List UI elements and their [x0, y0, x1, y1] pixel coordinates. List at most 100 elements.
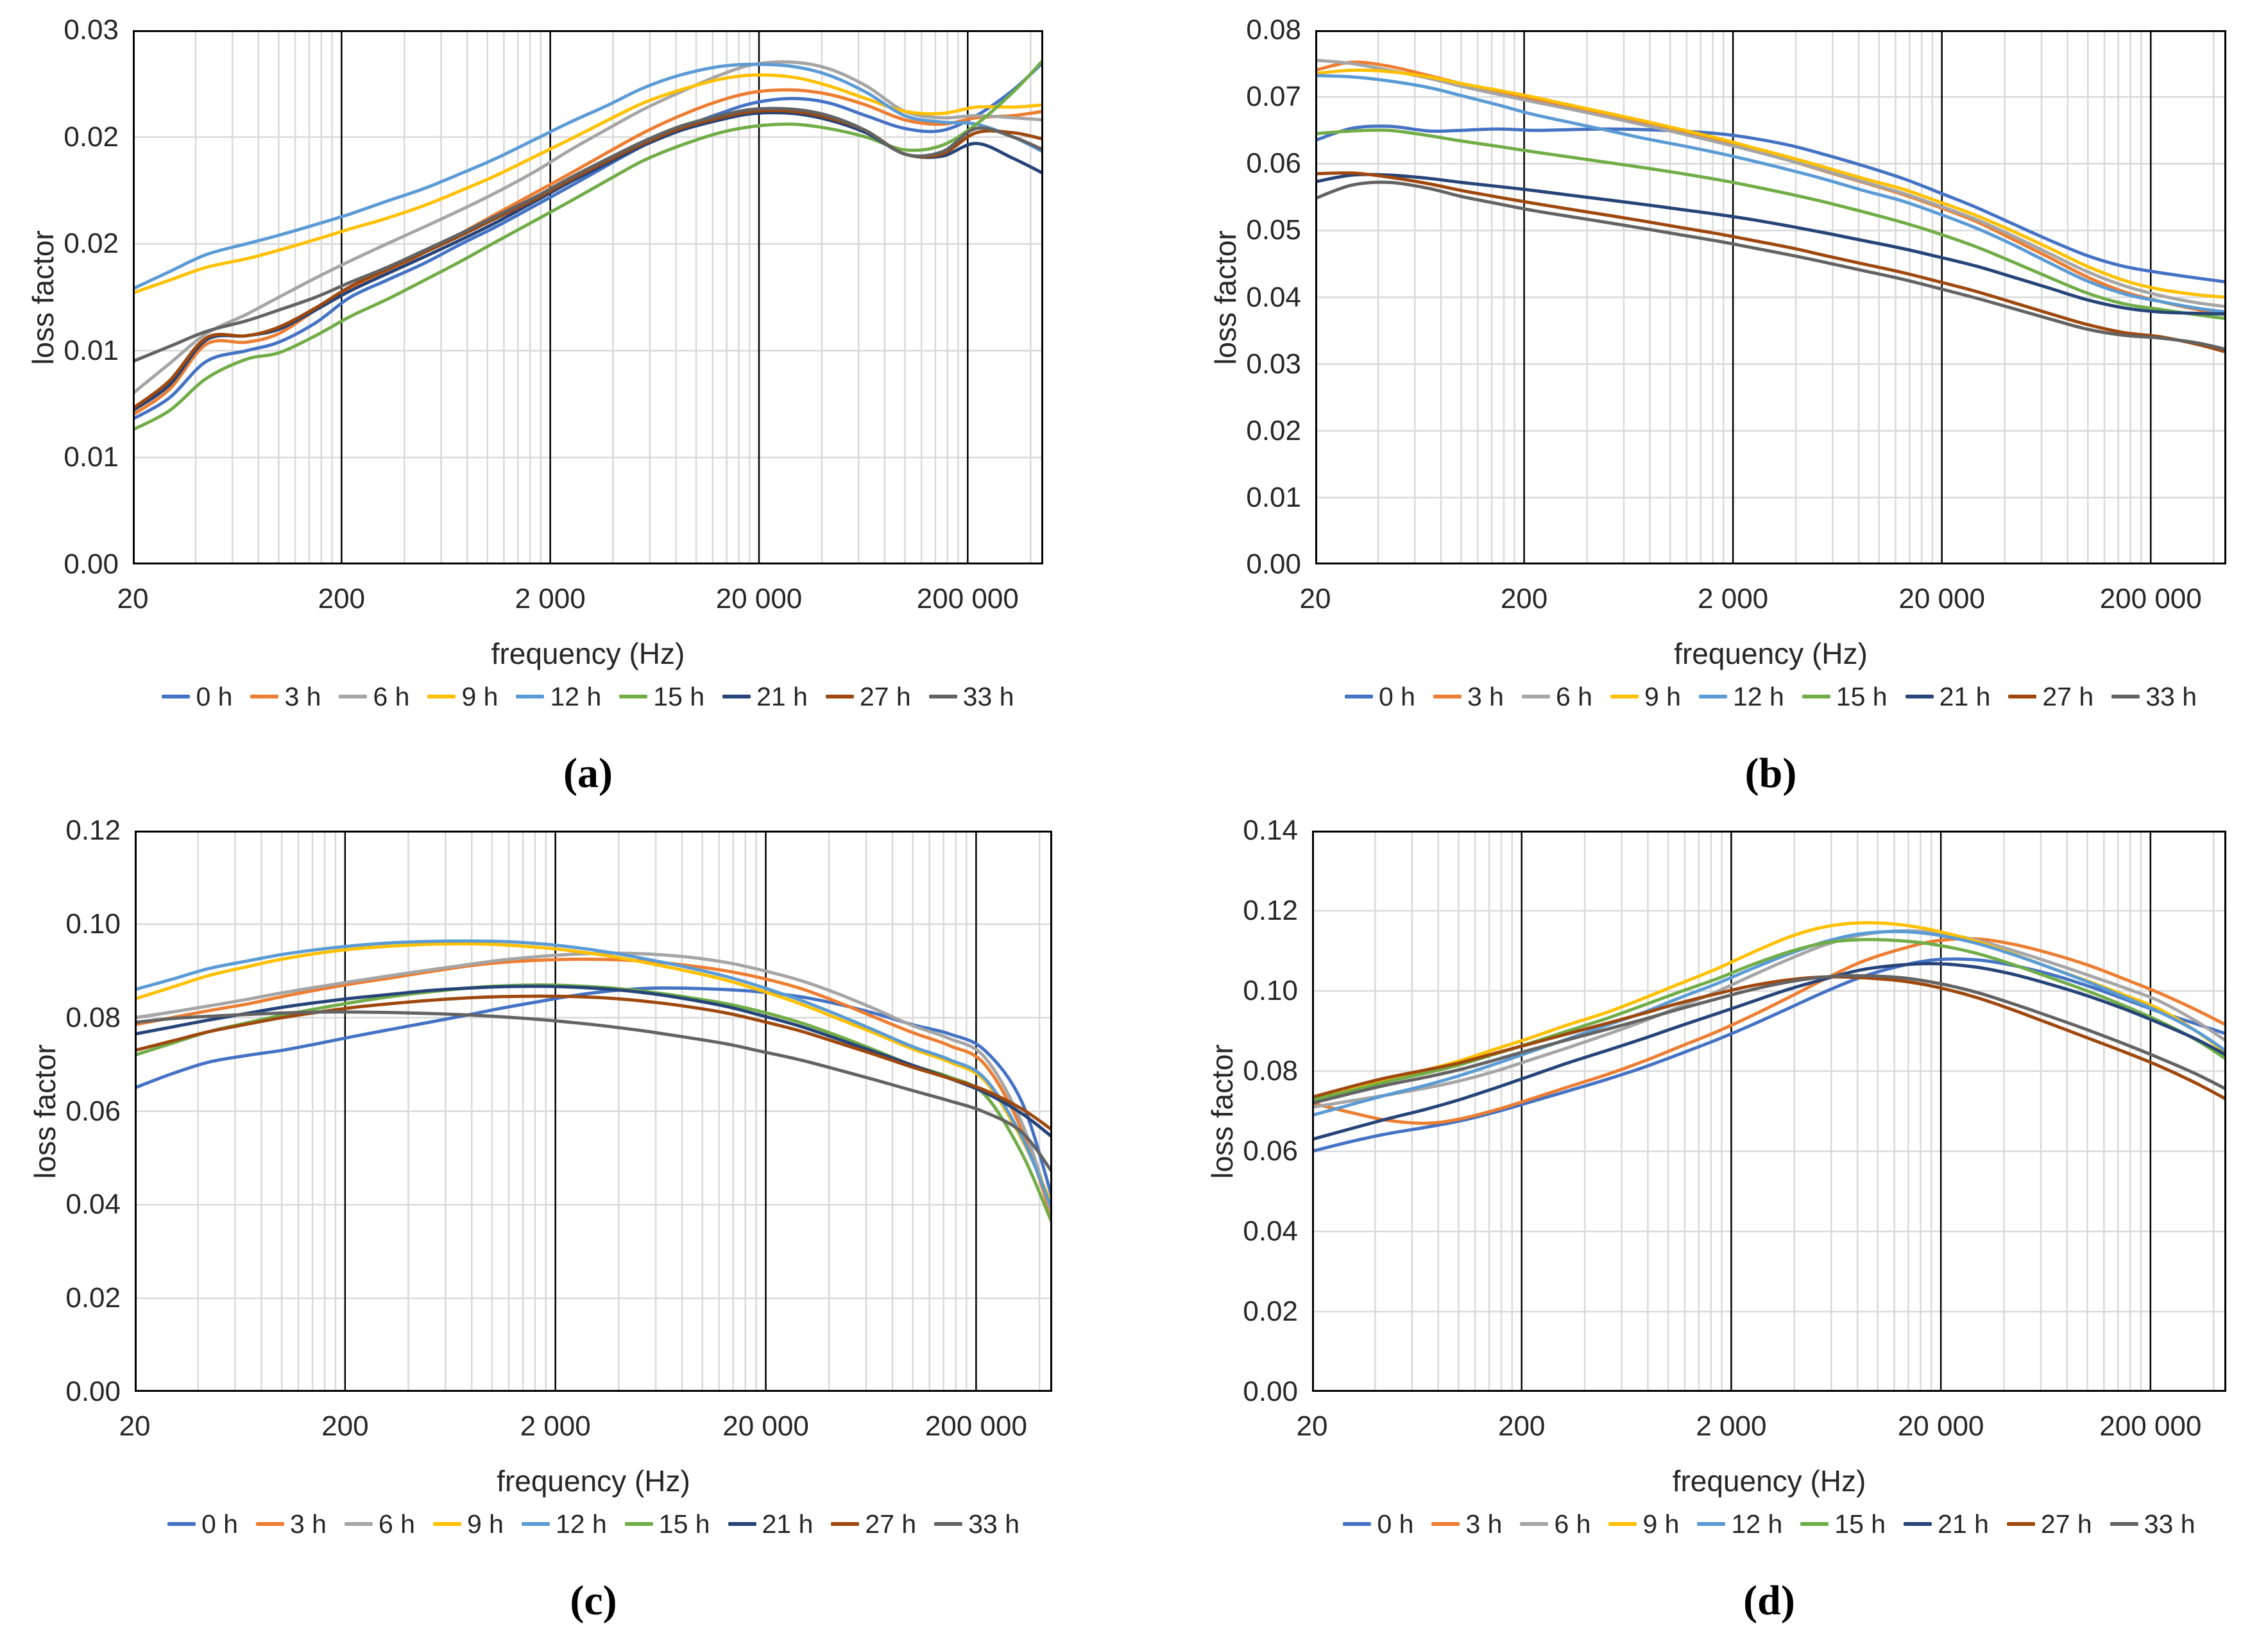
- series-line-27h: [135, 994, 1052, 1132]
- legend-item-6h: 6 h: [1521, 681, 1592, 712]
- legend-label: 0 h: [201, 1509, 238, 1539]
- legend-item-3h: 3 h: [250, 681, 321, 712]
- legend-key-line-icon: [167, 1522, 196, 1526]
- legend-label: 27 h: [2042, 682, 2094, 711]
- series-line-15h: [1312, 938, 2226, 1102]
- x-axis-tick-label: 2 000: [1696, 1410, 1767, 1442]
- x-axis-tick-label: 200: [321, 1410, 369, 1442]
- y-axis-tick-label: 0.05: [1246, 214, 1301, 246]
- legend: 0 h 3 h 6 h 9 h 12 h 15 h 21 h 27 h 33 h: [107, 681, 1070, 712]
- legend-item-0h: 0 h: [162, 681, 232, 712]
- x-axis-tick-label: 20 000: [1897, 1410, 1984, 1442]
- series-line-12h: [133, 62, 1043, 291]
- legend-item-27h: 27 h: [825, 681, 911, 712]
- x-axis-tick-label: 200 000: [925, 1410, 1027, 1442]
- legend-item-33h: 33 h: [2111, 681, 2197, 712]
- chart-caption: (c): [570, 1577, 617, 1624]
- legend-item-21h: 21 h: [722, 681, 808, 712]
- series-line-21h: [135, 985, 1052, 1139]
- y-axis-tick-label: 0.12: [1243, 895, 1298, 926]
- legend-label: 15 h: [1834, 1509, 1886, 1539]
- legend-item-9h: 9 h: [432, 1509, 504, 1539]
- x-axis-tick-label: 20 000: [715, 583, 803, 614]
- x-axis-title: frequency (Hz): [1672, 1464, 1866, 1498]
- series-line-27h: [1312, 975, 2226, 1101]
- series-line-12h: [135, 939, 1052, 1212]
- legend-key-line-icon: [1904, 1522, 1932, 1526]
- legend-label: 3 h: [284, 682, 321, 711]
- series-line-33h: [133, 106, 1043, 363]
- series-line-15h: [133, 58, 1043, 432]
- series-line-33h: [135, 1010, 1052, 1174]
- x-axis-tick-label: 200 000: [2099, 583, 2202, 614]
- x-axis-tick-label: 200: [1500, 583, 1548, 614]
- y-axis-tick-label: 0.03: [1246, 348, 1301, 380]
- x-axis-title: frequency (Hz): [491, 637, 685, 670]
- series-line-33h: [1312, 974, 2226, 1105]
- legend-key-line-icon: [1433, 695, 1462, 698]
- legend-key-line-icon: [1343, 1522, 1372, 1526]
- legend-label: 9 h: [466, 1509, 504, 1539]
- legend-label: 33 h: [2144, 1509, 2196, 1539]
- legend-item-15h: 15 h: [619, 681, 704, 712]
- x-axis-tick-label: 200: [318, 583, 366, 614]
- x-axis-tick-label: 20 000: [722, 1410, 809, 1442]
- series-line-0h: [1315, 124, 2226, 284]
- legend: 0 h 3 h 6 h 9 h 12 h 15 h 21 h 27 h 33 h: [1290, 681, 2252, 712]
- legend-key-line-icon: [427, 695, 456, 698]
- legend-key-line-icon: [2006, 1522, 2035, 1526]
- legend-key-line-icon: [928, 695, 957, 698]
- legend-item-33h: 33 h: [928, 681, 1014, 712]
- legend-label: 12 h: [555, 1509, 607, 1539]
- y-axis-tick-label: 0.08: [65, 1001, 121, 1033]
- series-line-6h: [1315, 58, 2226, 309]
- series-line-12h: [1312, 929, 2226, 1117]
- chart-caption: (a): [563, 750, 613, 797]
- legend-label: 12 h: [1731, 1509, 1783, 1539]
- x-axis-tick-label: 20 000: [1898, 583, 1985, 614]
- legend-key-line-icon: [2008, 695, 2037, 698]
- legend-item-27h: 27 h: [2006, 1509, 2092, 1539]
- legend-label: 9 h: [1644, 682, 1681, 711]
- legend-key-line-icon: [1610, 695, 1639, 698]
- legend-label: 21 h: [756, 682, 808, 711]
- legend-item-21h: 21 h: [728, 1509, 813, 1539]
- y-axis-tick-label: 0.00: [65, 1376, 121, 1407]
- plot-area: [133, 30, 1043, 564]
- legend-item-15h: 15 h: [624, 1509, 710, 1539]
- legend-item-12h: 12 h: [1698, 681, 1784, 712]
- series-line-3h: [1312, 937, 2226, 1125]
- series-line-9h: [133, 73, 1043, 295]
- plot-area: [135, 831, 1052, 1392]
- series-line-27h: [1315, 171, 2226, 354]
- legend-label: 0 h: [196, 682, 233, 711]
- legend: 0 h 3 h 6 h 9 h 12 h 15 h 21 h 27 h 33 h: [112, 1509, 1075, 1539]
- legend-item-6h: 6 h: [344, 1509, 415, 1539]
- y-axis-tick-label: 0.04: [1246, 281, 1301, 313]
- legend-label: 15 h: [658, 1509, 710, 1539]
- legend-item-6h: 6 h: [1520, 1509, 1590, 1539]
- legend-item-3h: 3 h: [255, 1509, 327, 1539]
- legend-key-line-icon: [162, 695, 191, 698]
- y-axis-tick-label: 0.14: [1243, 815, 1298, 846]
- legend-label: 15 h: [653, 682, 705, 711]
- y-axis-tick-label: 0.00: [1246, 548, 1301, 580]
- y-axis-tick-label: 0.02: [1243, 1296, 1298, 1327]
- legend-key-line-icon: [1521, 695, 1550, 698]
- legend-key-line-icon: [432, 1522, 461, 1526]
- y-axis-tick-label: 0.02: [65, 1282, 121, 1314]
- legend-item-12h: 12 h: [516, 681, 601, 712]
- legend-item-15h: 15 h: [1800, 1509, 1886, 1539]
- legend-key-line-icon: [1800, 1522, 1829, 1526]
- legend-key-line-icon: [1802, 695, 1830, 698]
- legend-item-12h: 12 h: [1697, 1509, 1782, 1539]
- legend-label: 33 h: [962, 682, 1014, 711]
- legend-label: 6 h: [378, 1509, 415, 1539]
- y-axis-tick-label: 0.04: [1243, 1215, 1298, 1247]
- y-axis-tick-label: 0.10: [65, 908, 121, 940]
- series-line-21h: [1312, 961, 2226, 1141]
- legend-key-line-icon: [344, 1522, 373, 1526]
- y-axis-tick-label: 0.06: [1246, 148, 1301, 180]
- legend-label: 27 h: [859, 682, 911, 711]
- legend-key-line-icon: [339, 695, 368, 698]
